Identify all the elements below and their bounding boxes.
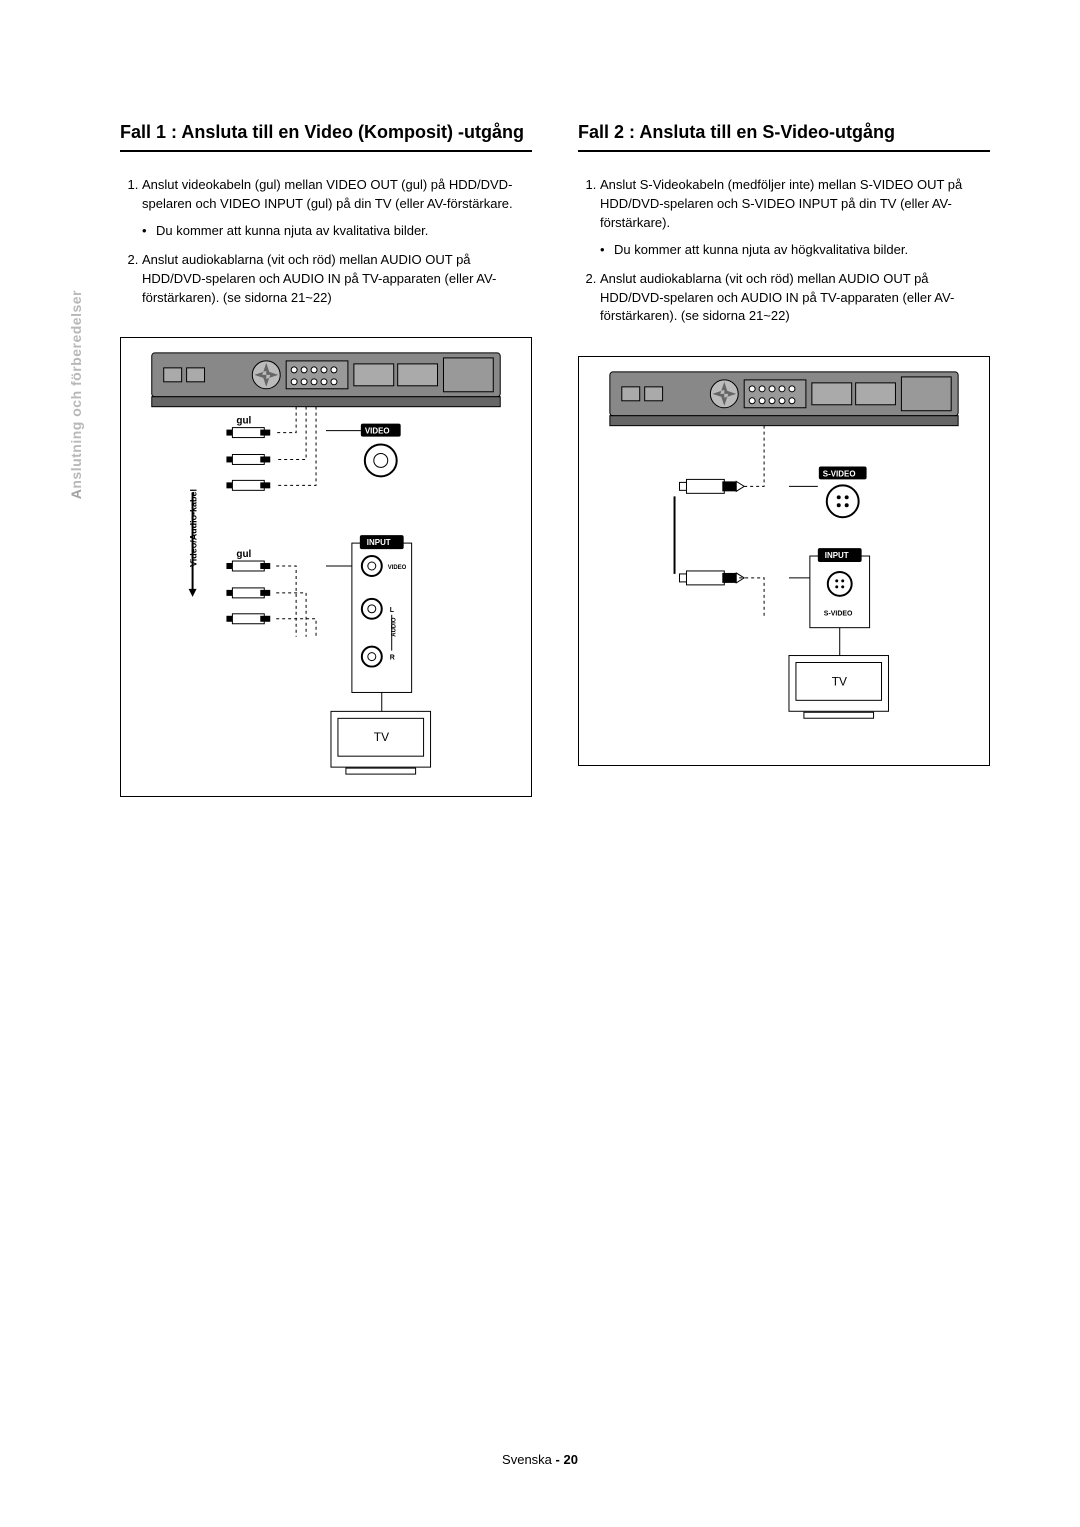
content-columns: Fall 1 : Ansluta till en Video (Komposit…	[120, 120, 990, 802]
right-step-1-bullet: Du kommer att kunna njuta av högkvalitat…	[600, 241, 990, 260]
video-label: VIDEO	[365, 427, 390, 436]
svideo-plug-icon	[680, 480, 745, 494]
right-heading: Fall 2 : Ansluta till en S-Video-utgång	[578, 120, 990, 152]
right-step-2: Anslut audiokablarna (vit och röd) mella…	[600, 270, 990, 327]
audio-l-label: L	[390, 607, 395, 614]
left-step-1-bullet: Du kommer att kunna njuta av kvalitativa…	[142, 222, 532, 241]
rca-plug-icon	[226, 428, 270, 438]
svideo-label: S-VIDEO	[823, 470, 856, 479]
left-step-1: Anslut videokabeln (gul) mellan VIDEO OU…	[142, 176, 532, 241]
manual-page: Anslutning och förberedelser Fall 1 : An…	[0, 0, 1080, 1527]
tv-label-2: TV	[832, 675, 847, 689]
footer-page-number: - 20	[556, 1452, 578, 1467]
svideo-small-label: S-VIDEO	[824, 611, 853, 618]
input-label: INPUT	[367, 538, 391, 547]
composite-diagram: gul VIDEO	[120, 337, 532, 797]
input-label-2: INPUT	[825, 551, 849, 560]
tv-label: TV	[374, 731, 389, 745]
right-step-1: Anslut S-Videokabeln (medföljer inte) me…	[600, 176, 990, 259]
footer-language: Svenska	[502, 1452, 552, 1467]
right-step-2-text: Anslut audiokablarna (vit och röd) mella…	[600, 271, 954, 324]
svideo-diagram: S-VIDEO IN	[578, 356, 990, 766]
left-column: Fall 1 : Ansluta till en Video (Komposit…	[120, 120, 532, 802]
side-label-rest: nslutning och förberedelser	[68, 290, 84, 489]
left-step-2-text: Anslut audiokablarna (vit och röd) mella…	[142, 252, 496, 305]
right-step-1-text: Anslut S-Videokabeln (medföljer inte) me…	[600, 177, 962, 230]
left-step-1-text: Anslut videokabeln (gul) mellan VIDEO OU…	[142, 177, 513, 211]
left-step-2: Anslut audiokablarna (vit och röd) mella…	[142, 251, 532, 308]
gul-label-1: gul	[236, 416, 251, 427]
left-heading: Fall 1 : Ansluta till en Video (Komposit…	[120, 120, 532, 152]
video-small-label: VIDEO	[388, 565, 407, 571]
gul-label-2: gul	[236, 549, 251, 560]
right-steps-list: Anslut S-Videokabeln (medföljer inte) me…	[578, 176, 990, 326]
left-steps-list: Anslut videokabeln (gul) mellan VIDEO OU…	[120, 176, 532, 307]
right-column: Fall 2 : Ansluta till en S-Video-utgång …	[578, 120, 990, 802]
audio-r-label: R	[390, 655, 395, 662]
page-footer: Svenska - 20	[0, 1452, 1080, 1467]
audio-label: AUDIO	[392, 617, 398, 637]
side-section-label: Anslutning och förberedelser	[68, 290, 84, 499]
side-label-initial: A	[68, 489, 84, 500]
